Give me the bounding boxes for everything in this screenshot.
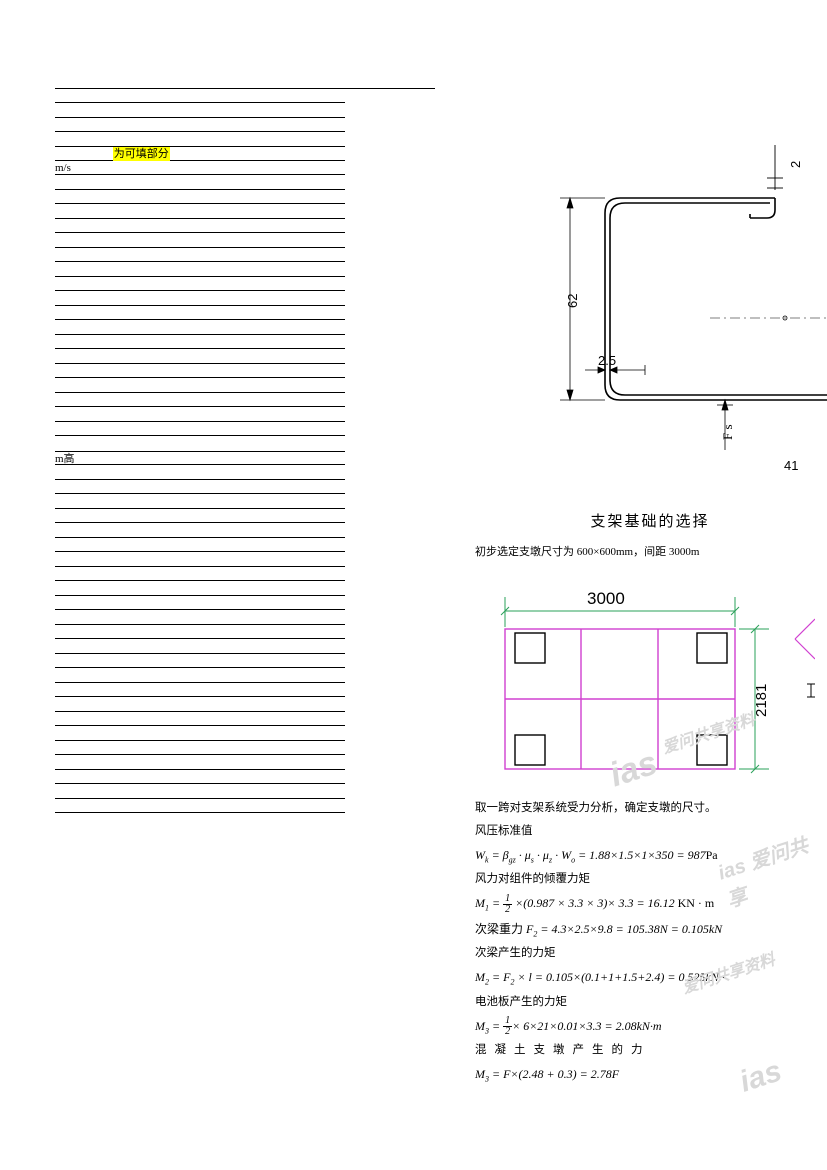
blank-row <box>55 610 345 625</box>
blank-row <box>55 219 345 234</box>
right-column: 2 62 2.5 F s 41 支架基础的选择 初步选定支墩尺寸为 600×60… <box>470 140 827 1087</box>
blank-row <box>55 552 345 567</box>
dim-62: 62 <box>565 294 580 308</box>
foundation-subtitle: 初步选定支墩尺寸为 600×600mm，间距 3000m <box>470 543 827 559</box>
foundation-title: 支架基础的选择 <box>470 510 827 531</box>
blank-row <box>55 480 345 495</box>
calc-line-wk-label: 风压标准值 <box>475 820 827 843</box>
blank-row <box>55 248 345 263</box>
blank-row <box>55 407 345 422</box>
unit-mgao: m高 <box>55 453 75 465</box>
blank-row <box>55 567 345 582</box>
formula-wk: Wk = βgz · μs · μz · Wo = 1.88×1.5×1×350… <box>475 843 827 868</box>
blank-row <box>55 378 345 393</box>
blank-row <box>55 422 345 437</box>
blank-row <box>55 581 345 596</box>
formula-m3: M3 = 12× 6×21×0.01×3.3 = 2.08kN·m <box>475 1014 827 1039</box>
formula-m3b: M3 = F×(2.48 + 0.3) = 2.78F <box>475 1062 827 1087</box>
blank-row <box>55 697 345 712</box>
blank-row <box>55 625 345 640</box>
blank-row <box>55 175 345 190</box>
dim-2: 2 <box>788 161 803 168</box>
blank-row <box>55 668 345 683</box>
blank-row <box>55 494 345 509</box>
plan-dim-2181: 2181 <box>753 684 770 717</box>
calc-line-m3-label: 电池板产生的力矩 <box>475 991 827 1014</box>
blank-row <box>55 683 345 698</box>
blank-row <box>55 335 345 350</box>
blank-row: 为可填部分 <box>55 146 345 161</box>
blank-row <box>55 654 345 669</box>
blank-row <box>55 190 345 205</box>
calc-line-f2: 次梁重力 F2 = 4.3×2.5×9.8 = 105.38N = 0.105k… <box>475 917 827 942</box>
top-short-rule <box>345 88 435 89</box>
formula-m2: M2 = F2 × l = 0.105×(0.1+1+1.5+2.4) = 0.… <box>475 965 827 990</box>
blank-row <box>55 523 345 538</box>
blank-row <box>55 320 345 335</box>
blank-row <box>55 755 345 770</box>
blank-row <box>55 88 345 103</box>
blank-row-mgao: m高 <box>55 451 345 466</box>
blank-row <box>55 770 345 785</box>
blank-row <box>55 291 345 306</box>
blank-row <box>55 364 345 379</box>
blank-row <box>55 799 345 814</box>
calc-line-concrete: 混凝土支墩产生的力 <box>475 1039 827 1062</box>
blank-row <box>55 538 345 553</box>
unit-ms: m/s <box>55 162 71 174</box>
blank-row <box>55 712 345 727</box>
c-section-diagram: 2 62 2.5 F s 41 <box>470 140 810 480</box>
left-blank-lines: 为可填部分 m/s m高 <box>55 88 345 813</box>
calc-block: 取一跨对支架系统受力分析，确定支墩的尺寸。 风压标准值 Wk = βgz · μ… <box>470 797 827 1087</box>
plan-dim-3000: 3000 <box>587 589 625 609</box>
dim-41: 41 <box>784 458 798 473</box>
calc-line-m1-label: 风力对组件的倾覆力矩 <box>475 868 827 891</box>
blank-row <box>55 393 345 408</box>
dim-fs: F s <box>720 424 736 440</box>
blank-row <box>55 465 345 480</box>
blank-row <box>55 596 345 611</box>
c-section-svg <box>470 140 827 480</box>
formula-m1: M1 = 12 ×(0.987 × 3.3 × 3)× 3.3 = 16.12 … <box>475 891 827 916</box>
calc-line-intro: 取一跨对支架系统受力分析，确定支墩的尺寸。 <box>475 797 827 820</box>
blank-row <box>55 277 345 292</box>
blank-row <box>55 639 345 654</box>
blank-row <box>55 262 345 277</box>
blank-row-ms: m/s <box>55 161 345 176</box>
blank-row <box>55 726 345 741</box>
blank-row <box>55 784 345 799</box>
blank-row <box>55 741 345 756</box>
foundation-plan: 3000 2181 <box>475 589 805 779</box>
calc-line-m2-label: 次梁产生的力矩 <box>475 942 827 965</box>
blank-row <box>55 349 345 364</box>
dim-2-5: 2.5 <box>598 353 616 368</box>
blank-row <box>55 117 345 132</box>
blank-row <box>55 306 345 321</box>
blank-row <box>55 204 345 219</box>
blank-row <box>55 509 345 524</box>
highlight-label: 为可填部分 <box>113 147 170 161</box>
blank-row <box>55 233 345 248</box>
